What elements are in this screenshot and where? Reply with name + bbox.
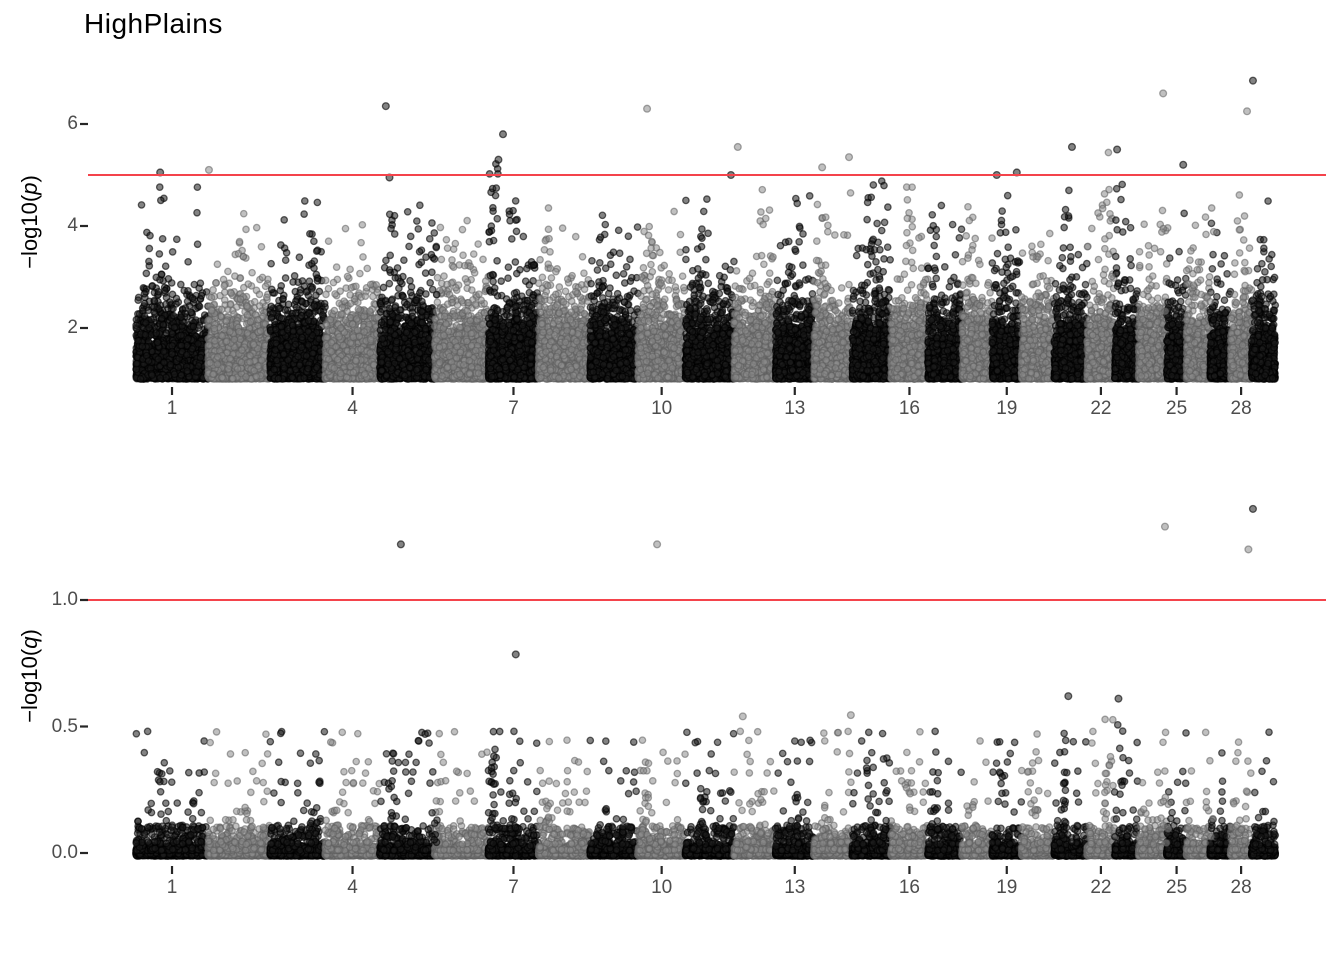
x-tick-label-chrom-7-top: 7 [508,398,519,419]
y-axis-title-q: −log10(q) [17,629,43,723]
x-tick-label-chrom-28-bottom: 28 [1230,877,1252,898]
y-tick-label-2-top: 2 [67,317,78,338]
plot-title: HighPlains [84,8,223,39]
y-tick-label-1.0-bottom: 1.0 [51,589,78,610]
x-tick-label-chrom-22-top: 22 [1090,398,1112,419]
x-tick-label-chrom-25-top: 25 [1166,398,1188,419]
x-tick-label-chrom-4-bottom: 4 [347,877,358,898]
y-tick-label-6-top: 6 [67,113,78,134]
x-tick-label-chrom-19-top: 19 [996,398,1018,419]
x-tick-label-chrom-28-top: 28 [1230,398,1252,419]
x-tick-label-chrom-1-bottom: 1 [166,877,178,898]
x-tick-label-chrom-10-top: 10 [651,398,673,419]
x-tick-label-chrom-13-bottom: 13 [784,877,806,898]
x-tick-label-chrom-1-top: 1 [166,398,178,419]
y-axis-title-p-suffix: ) [17,175,42,183]
y-tick-label-0.5-bottom: 0.5 [51,715,78,737]
x-tick-label-chrom-16-top: 16 [898,398,920,419]
x-tick-label-chrom-16-bottom: 16 [898,877,920,898]
y-tick-label-0.0-bottom: 0.0 [51,842,78,863]
x-tick-label-chrom-13-top: 13 [784,398,806,419]
x-tick-label-chrom-22-bottom: 22 [1090,877,1112,898]
y-axis-title-p-var: p [17,182,42,195]
x-tick-label-chrom-10-bottom: 10 [651,877,673,898]
x-tick-label-chrom-25-bottom: 25 [1166,877,1188,898]
x-tick-label-chrom-4-top: 4 [347,398,358,419]
y-axis-title-q-suffix: ) [17,629,42,637]
y-axis-title-q-prefix: −log10( [17,648,42,723]
x-tick-label-chrom-7-bottom: 7 [508,877,519,898]
y-tick-label-4-top: 4 [67,215,78,236]
x-tick-label-chrom-19-bottom: 19 [996,877,1018,898]
y-axis-title-q-var: q [17,636,42,649]
